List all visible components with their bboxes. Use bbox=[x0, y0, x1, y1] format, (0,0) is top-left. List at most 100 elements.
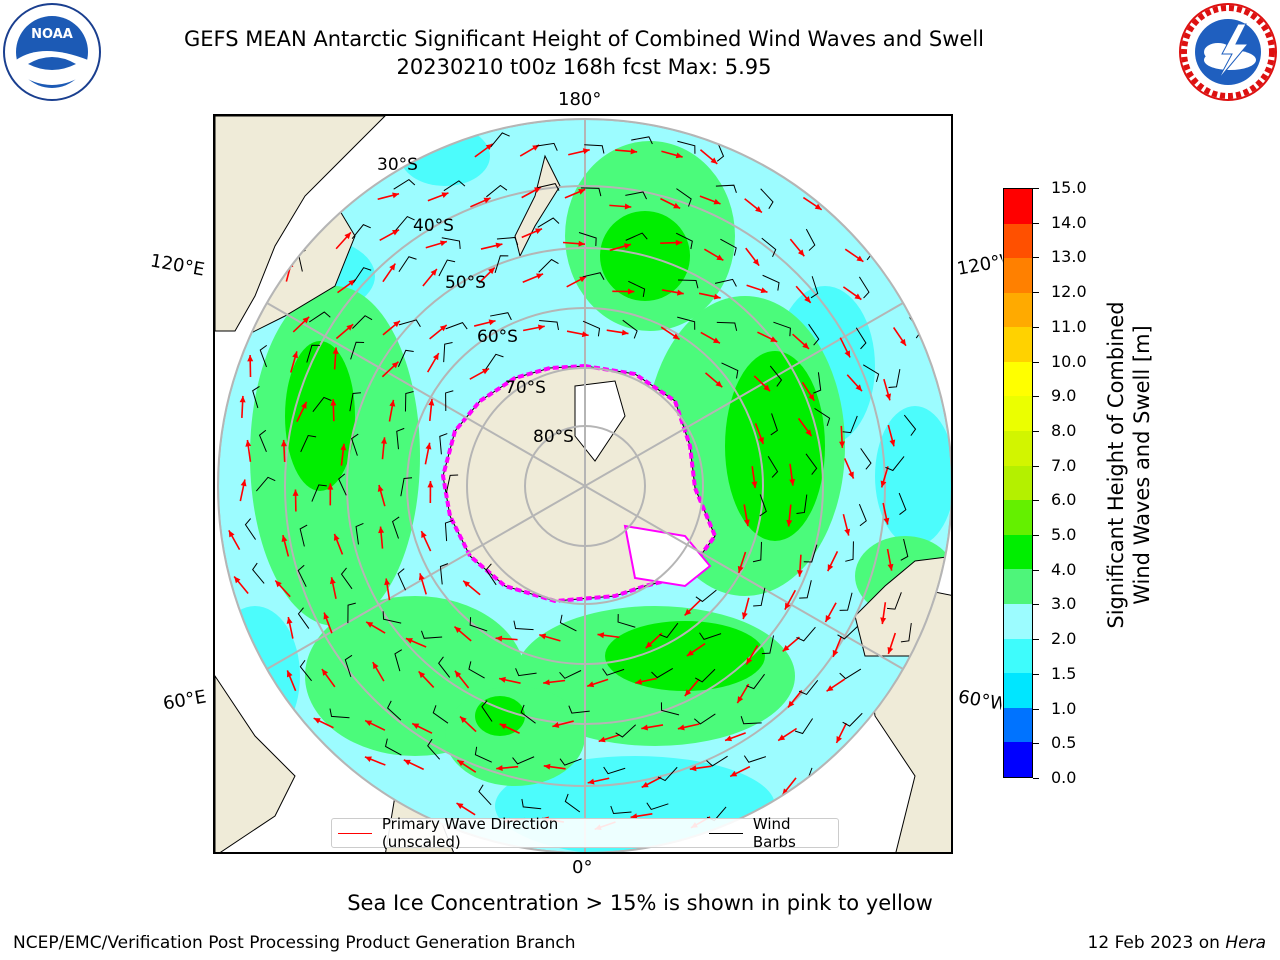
wind-barb bbox=[903, 414, 917, 436]
wind-barb bbox=[400, 477, 413, 497]
wind-barb bbox=[244, 518, 256, 540]
wind-barb bbox=[625, 191, 648, 200]
nws-logo bbox=[1179, 3, 1277, 101]
wind-barb bbox=[675, 232, 693, 250]
wave-arrow-head bbox=[323, 612, 330, 620]
wave-arrow-head bbox=[802, 342, 809, 349]
wave-arrow-head bbox=[302, 316, 310, 324]
wind-barb bbox=[622, 319, 638, 339]
colorbar-tick-label: 4.0 bbox=[1051, 559, 1077, 579]
wave-arrow-head bbox=[537, 324, 545, 331]
wave-arrow-head bbox=[377, 484, 384, 492]
colorbar bbox=[1003, 188, 1033, 778]
wave-arrow-head bbox=[641, 781, 649, 788]
wind-barb bbox=[602, 668, 625, 676]
graticule bbox=[218, 119, 951, 852]
wind-barb bbox=[839, 592, 853, 611]
wind-barb bbox=[770, 413, 778, 436]
wave-arrow-head bbox=[495, 635, 503, 642]
wind-barb bbox=[810, 276, 819, 299]
wave-arrow-head bbox=[428, 399, 435, 406]
wind-barb bbox=[496, 236, 519, 246]
wind-barb bbox=[752, 541, 762, 563]
map-legend: Primary Wave Direction (unscaled) Wind B… bbox=[331, 815, 839, 851]
wind-barb bbox=[393, 179, 416, 190]
wind-barb bbox=[398, 319, 421, 328]
wind-barb bbox=[299, 524, 308, 547]
colorbar-tick-label: 8.0 bbox=[1051, 420, 1077, 440]
wind-barb bbox=[438, 259, 456, 277]
colorbar-segment bbox=[1004, 361, 1032, 397]
wind-barb bbox=[299, 659, 312, 682]
wind-barb bbox=[753, 587, 766, 607]
wave-arrow-head bbox=[378, 526, 385, 534]
lat-label-50s: 50°S bbox=[445, 273, 486, 293]
colorbar-tick-label: 12.0 bbox=[1051, 282, 1087, 302]
wind-barb bbox=[481, 700, 493, 722]
wave-arrow-head bbox=[247, 354, 254, 362]
wind-barb bbox=[799, 580, 812, 599]
wind-barb bbox=[338, 473, 347, 496]
wind-barb bbox=[306, 344, 320, 363]
colorbar-segment bbox=[1004, 707, 1032, 743]
wave-arrow-head bbox=[760, 287, 768, 294]
wind-barb bbox=[888, 369, 901, 388]
wave-arrow-head bbox=[543, 679, 550, 686]
wind-barb bbox=[397, 568, 406, 591]
wind-barb bbox=[559, 758, 582, 766]
wind-barb bbox=[312, 396, 332, 412]
wave-arrow-head bbox=[743, 519, 750, 527]
wind-barb bbox=[494, 255, 509, 274]
wave-arrow-head bbox=[677, 724, 685, 731]
wave-arrow-head bbox=[459, 716, 467, 724]
footer-date: 12 Feb 2023 on Hera bbox=[1088, 933, 1266, 953]
colorbar-segment bbox=[1004, 673, 1032, 708]
wind-barb bbox=[808, 323, 820, 346]
wave-arrow-head bbox=[844, 528, 851, 536]
wind-barb bbox=[628, 280, 646, 297]
colorbar-segment bbox=[1004, 188, 1032, 224]
wind-barb bbox=[469, 617, 488, 632]
wave-arrow-head bbox=[686, 649, 694, 656]
wind-barb bbox=[842, 415, 858, 434]
wind-barb bbox=[568, 705, 590, 714]
wind-barb bbox=[845, 541, 854, 562]
footer-date-text: 12 Feb 2023 on bbox=[1087, 933, 1226, 953]
colorbar-tick-label: 2.0 bbox=[1051, 629, 1077, 649]
polar-map: 30°S 40°S 50°S 60°S 70°S 80°S bbox=[215, 116, 951, 852]
wave-arrow-head bbox=[737, 565, 744, 573]
wave-arrow-head bbox=[887, 646, 894, 654]
wind-barb bbox=[396, 427, 405, 450]
wind-barb bbox=[537, 183, 560, 191]
wave-arrow-head bbox=[346, 324, 354, 331]
wind-barb bbox=[539, 319, 559, 331]
wave-arrow-head bbox=[539, 633, 547, 640]
wind-barb bbox=[898, 492, 907, 515]
legend-wind-swatch bbox=[709, 832, 743, 834]
wave-arrow-head bbox=[855, 384, 862, 392]
wave-band-green bbox=[285, 211, 825, 736]
wind-barb bbox=[740, 716, 762, 725]
wind-barb bbox=[803, 544, 818, 563]
wave-arrow-head bbox=[782, 645, 790, 652]
wind-barb bbox=[427, 738, 441, 760]
wave-arrow-head bbox=[488, 319, 496, 326]
wave-arrow-head bbox=[832, 649, 839, 657]
wind-barb bbox=[885, 456, 905, 472]
wave-direction-arrows bbox=[228, 143, 907, 831]
wind-barb bbox=[743, 755, 767, 763]
wave-arrow-head bbox=[581, 331, 589, 338]
colorbar-tick-mark bbox=[1033, 535, 1039, 537]
wave-arrow-head bbox=[372, 662, 379, 670]
wave-arrow-head bbox=[488, 267, 495, 275]
wind-barb bbox=[706, 755, 728, 767]
wave-arrow-head bbox=[392, 192, 400, 199]
wave-arrow-head bbox=[340, 443, 347, 451]
wave-arrow-head bbox=[496, 765, 503, 772]
wave-arrow-head bbox=[808, 393, 815, 401]
wave-arrow-head bbox=[713, 293, 721, 300]
wave-arrow-head bbox=[364, 756, 372, 763]
lat-label-80s: 80°S bbox=[533, 427, 574, 447]
wave-arrow-head bbox=[380, 437, 387, 444]
wind-barb bbox=[837, 626, 858, 640]
